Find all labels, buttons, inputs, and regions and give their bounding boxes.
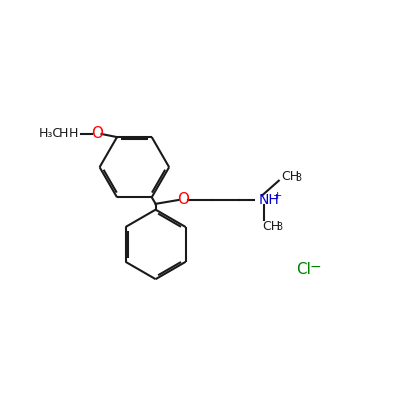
- Text: 3: 3: [295, 173, 302, 183]
- Text: O: O: [91, 126, 103, 142]
- Text: Cl: Cl: [296, 262, 312, 277]
- Text: −: −: [310, 260, 321, 274]
- Text: NH: NH: [258, 193, 279, 207]
- Text: O: O: [177, 192, 189, 208]
- Text: 3: 3: [276, 222, 282, 232]
- Text: H: H: [59, 128, 68, 140]
- Text: CH: CH: [282, 170, 300, 183]
- Text: +: +: [273, 191, 282, 201]
- Text: H: H: [69, 128, 78, 140]
- Text: H₃C: H₃C: [39, 128, 62, 140]
- Text: CH: CH: [262, 220, 280, 233]
